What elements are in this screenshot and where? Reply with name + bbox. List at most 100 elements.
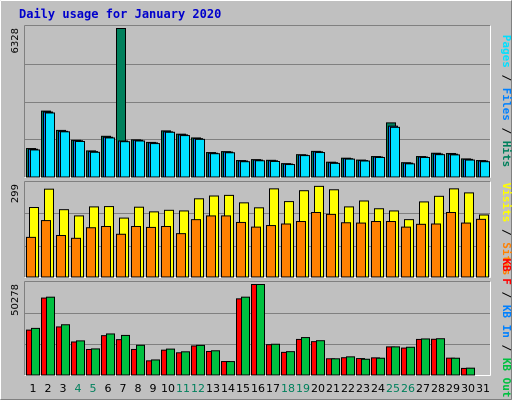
visits-bar-sites-day-30 bbox=[461, 222, 471, 278]
kbytes-panel: 50278 KB F / KB In / KB Out bbox=[10, 258, 512, 397]
kbytes-bar-kb-out-day-18 bbox=[286, 351, 295, 376]
legend-item-sites: Sites bbox=[500, 242, 512, 275]
legend-separator: / bbox=[500, 338, 512, 358]
hits-bar-pages-day-24 bbox=[375, 156, 385, 178]
visits-bar-sites-day-20 bbox=[311, 211, 321, 278]
kbytes-bar-kb-out-day-15 bbox=[241, 296, 250, 376]
hits-bar-pages-day-1 bbox=[30, 149, 40, 178]
x-tick-label-day-5: 5 bbox=[90, 382, 97, 395]
hits-bar-pages-day-21 bbox=[330, 162, 340, 178]
hits-scale-max: 6328 bbox=[10, 28, 21, 53]
legend-separator: / bbox=[500, 222, 512, 242]
visits-bar-sites-day-18 bbox=[281, 223, 291, 278]
visits-bar-sites-day-23 bbox=[356, 222, 366, 278]
kbytes-bar-kb-out-day-2 bbox=[46, 296, 55, 376]
hits-bar-pages-day-2 bbox=[45, 112, 55, 178]
hits-bar-pages-day-20 bbox=[315, 152, 325, 178]
kbytes-bar-kb-out-day-26 bbox=[406, 346, 415, 376]
x-tick-label-day-2: 2 bbox=[45, 382, 52, 395]
kbytes-bar-kb-out-day-28 bbox=[436, 338, 445, 376]
kbytes-bar-kb-out-day-25 bbox=[391, 346, 400, 376]
visits-bar-sites-day-24 bbox=[371, 221, 381, 278]
visits-bar-sites-day-19 bbox=[296, 221, 306, 278]
x-tick-label-day-12: 12 bbox=[191, 382, 205, 395]
visits-bar-sites-day-25 bbox=[386, 221, 396, 278]
x-tick-label-day-6: 6 bbox=[105, 382, 112, 395]
visits-bar-sites-day-1 bbox=[26, 236, 36, 278]
hits-bar-pages-day-12 bbox=[195, 138, 205, 178]
visits-bar-sites-day-10 bbox=[161, 225, 171, 278]
hits-bar-pages-day-16 bbox=[255, 160, 265, 178]
kbytes-bar-kb-out-day-17 bbox=[271, 343, 280, 376]
kbytes-bar-kb-out-day-7 bbox=[121, 334, 130, 376]
kbytes-bar-kb-out-day-3 bbox=[61, 324, 70, 376]
legend-item-kb-f: KB F bbox=[500, 258, 512, 285]
x-tick-label-day-7: 7 bbox=[120, 382, 127, 395]
kbytes-bar-kb-out-day-19 bbox=[301, 337, 310, 376]
hits-bar-pages-day-10 bbox=[165, 131, 175, 178]
hits-bar-pages-day-7 bbox=[120, 141, 130, 178]
x-tick-label-day-15: 15 bbox=[236, 382, 250, 395]
visits-bar-sites-day-15 bbox=[236, 221, 246, 278]
visits-bar-sites-day-29 bbox=[446, 211, 456, 278]
hits-bar-pages-day-3 bbox=[60, 131, 70, 178]
x-tick-label-day-21: 21 bbox=[326, 382, 340, 395]
hits-bar-pages-day-9 bbox=[150, 143, 160, 178]
hits-bar-pages-day-18 bbox=[285, 164, 295, 178]
x-tick-label-day-23: 23 bbox=[356, 382, 370, 395]
kbytes-bar-kb-out-day-8 bbox=[136, 344, 145, 376]
kbytes-bar-kb-out-day-27 bbox=[421, 338, 430, 376]
kbytes-bar-kb-out-day-23 bbox=[361, 358, 370, 376]
visits-bar-sites-day-9 bbox=[146, 226, 156, 278]
x-tick-label-day-18: 18 bbox=[281, 382, 295, 395]
kbytes-bar-kb-out-day-10 bbox=[166, 348, 175, 376]
hits-legend: Pages / Files / Hits bbox=[500, 35, 512, 168]
kbytes-bar-kb-out-day-16 bbox=[256, 284, 265, 376]
x-tick-label-day-28: 28 bbox=[431, 382, 445, 395]
x-tick-label-day-11: 11 bbox=[176, 382, 190, 395]
visits-bar-sites-day-22 bbox=[341, 222, 351, 278]
visits-bar-sites-day-4 bbox=[71, 237, 81, 278]
x-tick-label-day-19: 19 bbox=[296, 382, 310, 395]
hits-bar-pages-day-19 bbox=[300, 155, 310, 178]
hits-bar-pages-day-23 bbox=[360, 160, 370, 178]
hits-bar-pages-day-4 bbox=[75, 140, 85, 178]
hits-bar-pages-day-8 bbox=[135, 140, 145, 178]
hits-bar-pages-day-13 bbox=[210, 153, 220, 178]
visits-bar-sites-day-13 bbox=[206, 215, 216, 278]
visits-bar-sites-day-26 bbox=[401, 226, 411, 278]
x-tick-label-day-24: 24 bbox=[371, 382, 385, 395]
visits-bar-sites-day-7 bbox=[116, 233, 126, 278]
visits-bar-sites-day-16 bbox=[251, 226, 261, 278]
kbytes-scale-max: 50278 bbox=[10, 284, 21, 316]
hits-panel: 6328 Pages / Files / Hits bbox=[10, 25, 512, 178]
visits-panel: 299 Visits / Sites bbox=[10, 181, 512, 278]
legend-item-hits: Hits bbox=[500, 141, 512, 168]
visits-bar-sites-day-3 bbox=[56, 235, 66, 278]
visits-bar-sites-day-5 bbox=[86, 227, 96, 278]
visits-bar-sites-day-12 bbox=[191, 219, 201, 278]
x-tick-label-day-26: 26 bbox=[401, 382, 415, 395]
legend-item-pages: Pages bbox=[500, 35, 512, 68]
kbytes-bar-kb-out-day-20 bbox=[316, 340, 325, 376]
hits-bar-pages-day-11 bbox=[180, 135, 190, 178]
kbytes-bar-kb-out-day-12 bbox=[196, 344, 205, 376]
kbytes-bar-kb-out-day-4 bbox=[76, 340, 85, 376]
x-tick-label-day-31: 31 bbox=[476, 382, 490, 395]
kbytes-bar-kb-out-day-14 bbox=[226, 361, 235, 376]
visits-bar-sites-day-31 bbox=[476, 218, 486, 278]
hits-bar-pages-day-31 bbox=[480, 161, 490, 178]
hits-bar-pages-day-5 bbox=[90, 151, 100, 178]
x-tick-label-day-4: 4 bbox=[75, 382, 82, 395]
x-tick-label-day-14: 14 bbox=[221, 382, 235, 395]
kbytes-bar-kb-out-day-13 bbox=[211, 350, 220, 376]
kbytes-bar-kb-out-day-6 bbox=[106, 333, 115, 376]
visits-bar-sites-day-8 bbox=[131, 225, 141, 278]
hits-bar-pages-day-6 bbox=[105, 137, 115, 178]
x-tick-label-day-9: 9 bbox=[150, 382, 157, 395]
hits-bar-pages-day-17 bbox=[270, 160, 280, 178]
visits-bar-sites-day-21 bbox=[326, 213, 336, 278]
x-tick-label-day-1: 1 bbox=[30, 382, 37, 395]
legend-separator: / bbox=[500, 68, 512, 88]
kbytes-bar-kb-out-day-11 bbox=[181, 351, 190, 376]
